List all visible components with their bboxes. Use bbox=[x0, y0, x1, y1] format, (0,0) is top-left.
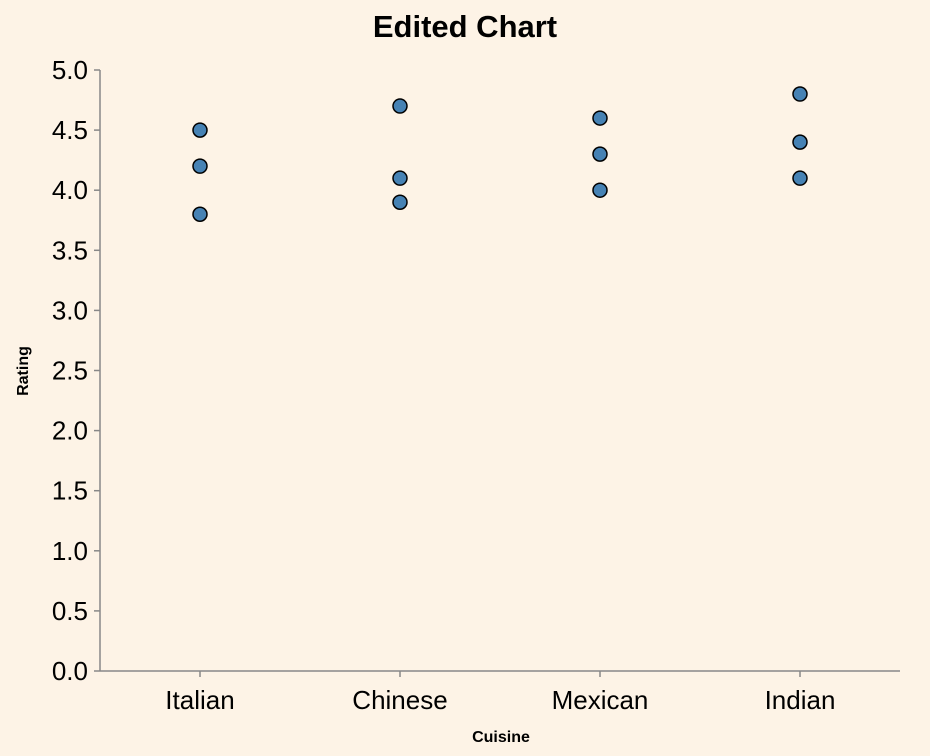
data-point bbox=[792, 134, 808, 150]
y-axis: 0.0 0.5 1.0 1.5 2.0 2.5 3.0 3.5 4.0 4.5 5.0 bbox=[52, 55, 101, 686]
y-tick-label: 2.5 bbox=[52, 356, 88, 386]
x-tick-label: Italian bbox=[165, 685, 234, 715]
y-tick-label: 0.0 bbox=[52, 656, 88, 686]
y-tick-label: 3.0 bbox=[52, 295, 88, 325]
data-point bbox=[592, 110, 608, 126]
y-tick-label: 1.0 bbox=[52, 536, 88, 566]
data-point bbox=[192, 206, 208, 222]
x-tick-label: Mexican bbox=[552, 685, 649, 715]
data-point bbox=[192, 158, 208, 174]
data-point bbox=[792, 86, 808, 102]
data-point bbox=[592, 146, 608, 162]
data-point bbox=[792, 170, 808, 186]
data-points bbox=[192, 86, 808, 222]
y-tick-label: 1.5 bbox=[52, 476, 88, 506]
chart-title: Edited Chart bbox=[373, 9, 557, 44]
data-point bbox=[392, 170, 408, 186]
x-axis: Italian Chinese Mexican Indian bbox=[100, 670, 900, 715]
data-point bbox=[392, 194, 408, 210]
data-point bbox=[592, 182, 608, 198]
y-tick-label: 0.5 bbox=[52, 596, 88, 626]
data-point bbox=[392, 98, 408, 114]
x-tick-label: Indian bbox=[765, 685, 836, 715]
y-tick-label: 4.0 bbox=[52, 175, 88, 205]
y-axis-title: Rating bbox=[15, 346, 32, 396]
x-tick-label: Chinese bbox=[352, 685, 447, 715]
y-tick-label: 4.5 bbox=[52, 115, 88, 145]
y-tick-label: 2.0 bbox=[52, 416, 88, 446]
data-point bbox=[192, 122, 208, 138]
y-tick-label: 3.5 bbox=[52, 235, 88, 265]
y-tick-label: 5.0 bbox=[52, 55, 88, 85]
x-axis-title: Cuisine bbox=[472, 729, 530, 746]
